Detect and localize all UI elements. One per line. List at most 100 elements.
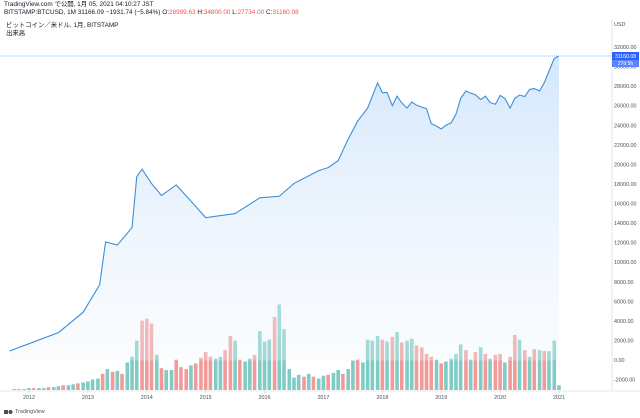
volume-bar [66,385,71,390]
volume-bar [493,354,498,390]
volume-bar [12,389,17,390]
footer: TradingView [4,409,45,415]
volume-bar [61,385,65,390]
volume-bar [243,361,247,390]
volume-bar [17,389,21,390]
volume-bar [203,352,208,390]
y-tick-label: -2000.00 [614,378,635,384]
legend-volume: 出来高 [6,30,26,37]
volume-bar [27,388,31,390]
volume-bar [399,342,404,390]
y-tick-label: 32000.00 [614,45,636,51]
y-axis[interactable]: -2000.00 0.00 2000.00 4000.00 6000.00 8000.00… [614,45,636,384]
x-axis[interactable]: 2012 2013 2014 2015 2016 2017 2018 2019 2020 2021 [23,391,565,401]
volume-bar [444,361,448,390]
volume-bar [326,374,330,390]
volume-bar [405,340,409,390]
footer-brand: TradingView [15,409,45,415]
x-tick-label: 2019 [435,395,447,401]
y-tick-label: 20000.00 [614,162,636,168]
volume-bar [125,362,130,390]
volume-bar [238,359,242,390]
high-label: H: [197,9,204,16]
volume-bar [542,351,547,390]
volume-bar [370,340,375,390]
last-price-tag: 31160.08 [612,52,639,60]
volume-bar [164,370,169,390]
x-tick-label: 2020 [494,395,506,401]
volume-bar [223,350,227,390]
volume-bar [169,370,174,390]
volume-bar [96,378,100,390]
volume-bar [258,331,262,390]
volume-bar [199,357,203,390]
x-tick-label: 2016 [259,395,271,401]
countdown-tag-box [612,60,639,67]
countdown-tag: 27d 5h [612,60,639,67]
volume-bar [51,387,56,390]
open-value: 28999.63 [168,9,196,16]
volume-bar [110,371,115,390]
close-label: C: [266,9,273,16]
volume-bar [552,340,557,390]
volume-bar [311,376,316,390]
y-tick-label: 24000.00 [614,123,636,129]
volume-bar [375,335,380,390]
volume-bar [252,354,257,390]
volume-bar [174,359,179,390]
y-tick-label: 18000.00 [614,182,636,188]
volume-bar [130,356,134,390]
x-tick-label: 2018 [376,395,388,401]
volume-bar [159,368,164,390]
y-tick-label: 0.00 [614,358,625,364]
volume-bar [105,369,110,390]
legend-title: ビットコイン／米ドル, 1月, BITSTAMP [6,22,119,29]
y-tick-label: 28000.00 [614,84,636,90]
volume-bar [71,384,75,390]
volume-bar [385,341,389,390]
y-tick-label: 4000.00 [614,319,634,325]
y-tick-label: 8000.00 [614,280,634,286]
volume-bar [351,360,355,390]
high-value: 34800.00 [203,9,231,16]
tradingview-logo-icon [4,410,13,414]
volume-bar [409,338,414,390]
volume-bar [115,371,120,390]
last-price-tag-box [612,52,639,60]
volume-bar [478,347,483,390]
volume-bar [523,350,527,390]
volume-bar [306,373,311,390]
volume-bar [262,341,267,390]
y-tick-label: 10000.00 [614,260,636,266]
symbol-label: BITSTAMP:BTCUSD, 1M [4,9,76,16]
ohlc-summary: BITSTAMP:BTCUSD, 1M 31166.09 −1931.74 (−… [4,9,299,17]
volume-bar [193,363,198,390]
volume-bar [508,356,512,390]
volume-bar [184,369,189,390]
volume-bar [134,340,139,390]
volume-bar [488,358,492,390]
volume-bar [189,365,193,390]
y-tick-label: 6000.00 [614,299,634,305]
volume-bar [296,374,301,390]
volume-bar [341,373,345,390]
volume-bar [464,350,468,390]
volume-bar [503,362,507,390]
volume-bar [316,378,321,390]
volume-bar [100,373,105,390]
volume-bar [454,353,458,390]
volume-bar [419,347,424,390]
volume-bar [46,387,51,390]
last-price-tag-text: 31160.08 [615,54,636,60]
volume-bar [154,354,159,390]
y-tick-label: 30000.00 [614,65,636,71]
volume-bar [557,385,561,390]
volume-bar [468,359,473,390]
y-tick-label: 2000.00 [614,338,634,344]
volume-bar [228,335,233,390]
countdown-tag-text: 27d 5h [618,61,634,67]
volume-bar [292,377,296,390]
volume-bar [355,359,360,390]
volume-bar [76,383,80,390]
